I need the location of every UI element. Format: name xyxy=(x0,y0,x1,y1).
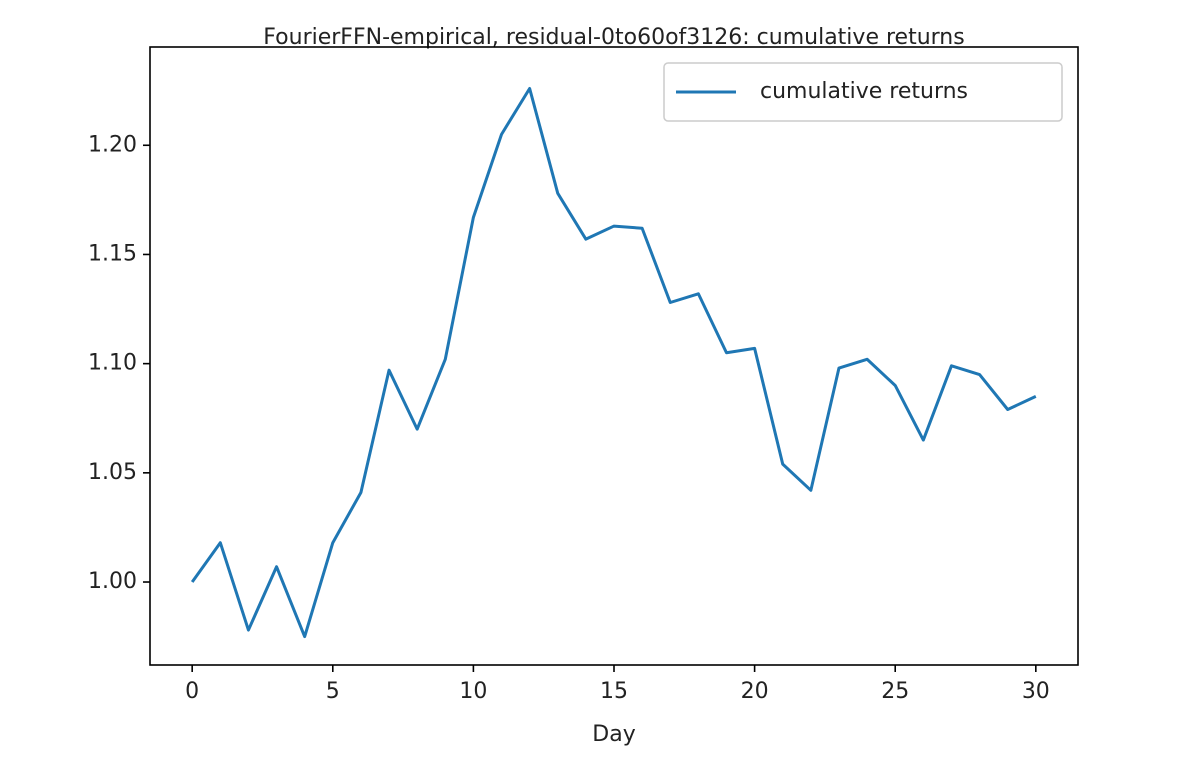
y-tick-label: 1.00 xyxy=(88,569,137,594)
y-tick-label: 1.10 xyxy=(88,351,137,376)
plot-frame xyxy=(149,46,1079,666)
line-series xyxy=(190,86,1037,639)
y-tick-label: 1.15 xyxy=(88,241,137,266)
x-tick-label: 15 xyxy=(600,679,628,704)
y-tick-label: 1.20 xyxy=(88,132,137,157)
y-tick-label: 1.05 xyxy=(88,460,137,485)
chart-title: FourierFFN-empirical, residual-0to60of31… xyxy=(263,25,964,50)
x-tick-label: 25 xyxy=(881,679,909,704)
x-tick-label: 0 xyxy=(185,679,199,704)
legend-box xyxy=(663,62,1063,122)
x-tick-label: 5 xyxy=(326,679,340,704)
legend-label: cumulative returns xyxy=(760,79,968,104)
x-tick-label: 10 xyxy=(459,679,487,704)
x-tick-label: 30 xyxy=(1022,679,1050,704)
x-tick-label: 20 xyxy=(741,679,769,704)
x-axis-label: Day xyxy=(592,722,635,747)
